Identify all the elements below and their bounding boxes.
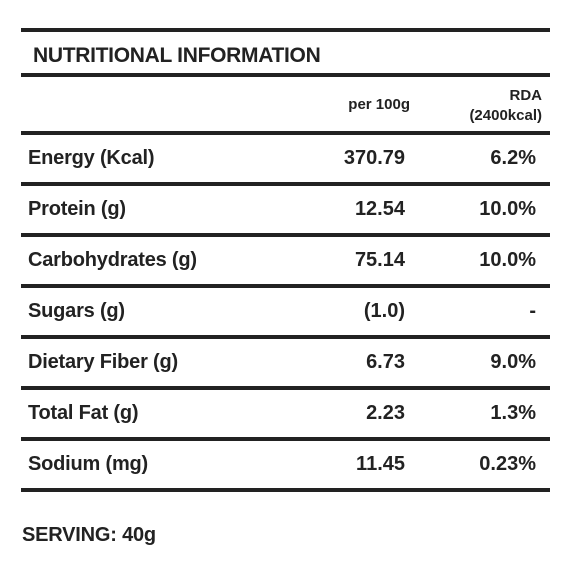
row-rda-value: - (529, 300, 536, 322)
table-row-carbohydrates: Carbohydrates (g) 75.14 10.0% (21, 237, 550, 288)
row-per-100g-value: (1.0) (363, 300, 405, 322)
row-label: Dietary Fiber (g) (28, 351, 178, 373)
row-rda-value: 9.0% (490, 351, 536, 373)
row-rda-value: 0.23% (479, 453, 536, 475)
row-per-100g-value: 12.54 (354, 198, 405, 220)
row-rda-value: 1.3% (490, 402, 536, 424)
per-100g-header: per 100g (348, 96, 410, 113)
row-per-100g-value: 6.73 (366, 351, 405, 373)
row-rda-value: 10.0% (479, 198, 536, 220)
column-header-row: per 100g RDA (2400kcal) (21, 77, 550, 135)
row-label: Protein (g) (28, 198, 126, 220)
rda-header: RDA (2400kcal) (469, 86, 542, 126)
row-rda-value: 6.2% (490, 147, 536, 169)
serving-size: SERVING: 40g (22, 524, 156, 546)
row-per-100g-value: 370.79 (343, 147, 405, 169)
row-label: Sodium (mg) (28, 453, 149, 475)
table-row-dietary-fiber: Dietary Fiber (g) 6.73 9.0% (21, 339, 550, 390)
table-title: NUTRITIONAL INFORMATION (21, 39, 550, 77)
row-per-100g-value: 2.23 (366, 402, 405, 424)
rda-header-line1: RDA (509, 87, 543, 104)
row-per-100g-value: 75.14 (354, 249, 405, 271)
table-row-energy: Energy (Kcal) 370.79 6.2% (21, 135, 550, 186)
nutrition-table: NUTRITIONAL INFORMATION per 100g RDA (24… (21, 28, 550, 492)
top-divider (21, 28, 550, 32)
table-row-total-fat: Total Fat (g) 2.23 1.3% (21, 390, 550, 441)
row-label: Sugars (g) (28, 300, 125, 322)
row-label: Energy (Kcal) (28, 147, 155, 169)
row-label: Carbohydrates (g) (28, 249, 197, 271)
table-row-protein: Protein (g) 12.54 10.0% (21, 186, 550, 237)
row-label: Total Fat (g) (28, 402, 139, 424)
table-row-sodium: Sodium (mg) 11.45 0.23% (21, 441, 550, 492)
table-row-sugars: Sugars (g) (1.0) - (21, 288, 550, 339)
row-rda-value: 10.0% (479, 249, 536, 271)
row-per-100g-value: 11.45 (356, 453, 405, 475)
rda-header-line2: (2400kcal) (469, 107, 542, 124)
